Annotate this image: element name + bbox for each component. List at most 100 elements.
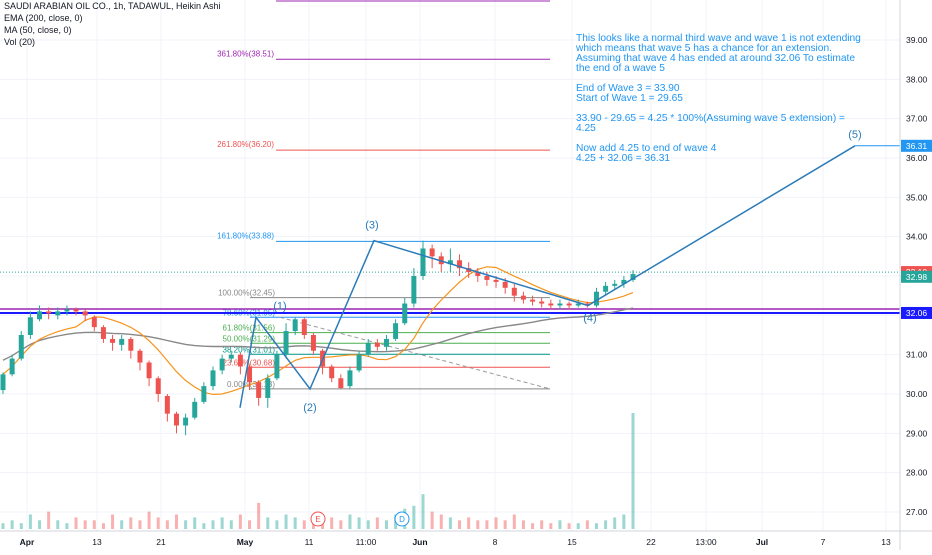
- candle-body: [256, 382, 262, 398]
- volume-bar: [512, 514, 516, 529]
- volume-bar: [275, 520, 279, 529]
- candle-body: [137, 350, 143, 363]
- volume-bar: [357, 517, 361, 529]
- volume-bar: [412, 505, 416, 529]
- volume-bar: [384, 520, 388, 529]
- volume-bar: [229, 520, 233, 529]
- volume-bar: [74, 517, 78, 529]
- volume-bar: [366, 520, 370, 529]
- candle-body: [402, 303, 408, 324]
- volume-bar: [156, 517, 160, 529]
- price-label-text: 36.31: [906, 141, 928, 151]
- candle-body: [338, 378, 344, 389]
- x-tick-label: Jun: [412, 537, 427, 547]
- volume-bar: [585, 520, 589, 529]
- volume-bar: [65, 523, 69, 529]
- note-line: 4.25 + 32.06 = 36.31: [576, 153, 671, 164]
- volume-bar: [421, 494, 425, 529]
- volume-bar: [165, 520, 169, 529]
- candle-body: [575, 303, 581, 306]
- volume-bar: [348, 514, 352, 529]
- volume-bar: [174, 514, 178, 529]
- price-label-text: 32.98: [906, 272, 928, 282]
- volume-bar: [604, 520, 608, 529]
- volume-bar: [83, 520, 87, 529]
- volume-bar: [448, 517, 452, 529]
- ema-200-line: [2, 307, 634, 361]
- volume-bar: [494, 517, 498, 529]
- candle-body: [46, 311, 52, 314]
- volume-bar: [613, 517, 617, 529]
- candle-body: [411, 276, 417, 304]
- candle-body: [502, 281, 508, 288]
- candle-body: [621, 279, 627, 284]
- volume-bar: [129, 517, 133, 529]
- candle-body: [164, 395, 170, 414]
- volume-bar: [430, 511, 434, 529]
- candle-body: [557, 303, 563, 306]
- candle-body: [237, 354, 243, 367]
- price-label-box: [901, 270, 932, 283]
- volume-bar: [375, 517, 379, 529]
- note-line: This looks like a normal third wave and …: [576, 33, 861, 44]
- candle-body: [18, 335, 24, 359]
- volume-bar: [28, 514, 32, 529]
- volume-bar: [622, 514, 626, 529]
- elliott-wave-lines: (1) (2) (3) (4) (5): [239, 129, 900, 414]
- volume-bar: [540, 520, 544, 529]
- x-tick-label: 11:00: [356, 537, 377, 547]
- volume-bar: [19, 523, 23, 529]
- candle-body: [310, 335, 316, 351]
- volume-bar: [594, 523, 598, 529]
- ema-line: [2, 307, 634, 361]
- candle-body: [247, 366, 253, 383]
- candle-body: [493, 279, 499, 282]
- volume-bar: [47, 511, 51, 529]
- candle-body: [356, 354, 362, 371]
- volume-bar: [311, 523, 315, 529]
- volume-bar: [330, 517, 334, 529]
- volume-bar: [56, 520, 60, 529]
- candle-body: [283, 331, 289, 355]
- candle-body: [55, 311, 61, 316]
- legend-title[interactable]: SAUDI ARABIAN OIL CO., 1h, TADAWUL, Heik…: [4, 1, 221, 11]
- fib-level-label: 50.00%(31.29): [223, 334, 276, 343]
- candle-body: [466, 268, 472, 273]
- candle-body: [9, 358, 15, 375]
- event-marker-label: E: [315, 515, 320, 524]
- candle-body: [201, 386, 207, 402]
- legend-vol[interactable]: Vol (20): [4, 37, 36, 47]
- note-line: which means that wave 5 has a chance for…: [576, 43, 832, 54]
- wave-label: (5): [848, 129, 861, 141]
- legend-ema[interactable]: EMA (200, close, 0): [4, 13, 83, 23]
- candle-body: [365, 342, 371, 355]
- fib-level-label: 161.80%(33.88): [217, 231, 274, 240]
- y-tick-label: 27.00: [906, 507, 928, 517]
- fib-level-label: 23.60%(30.68): [223, 358, 276, 367]
- volume-bar: [558, 520, 562, 529]
- fib-level-label: 261.80%(36.20): [217, 140, 274, 149]
- wave-label: (2): [303, 402, 316, 414]
- x-tick-label: 22: [646, 537, 656, 547]
- volume-bar: [38, 520, 42, 529]
- candle-body: [91, 317, 97, 328]
- volume-bar: [211, 520, 215, 529]
- volume-bar: [147, 511, 151, 529]
- legend-ma[interactable]: MA (50, close, 0): [4, 25, 72, 35]
- ma-50-line: [2, 266, 634, 396]
- fibonacci-levels: 361.80%(38.51) 261.80%(36.20) 161.80%(33.8…: [217, 0, 551, 390]
- x-tick-label: 7: [821, 537, 826, 547]
- candle-body: [612, 283, 618, 286]
- volume-bar: [248, 520, 252, 529]
- y-tick-label: 28.00: [906, 468, 928, 478]
- candle-body: [530, 299, 536, 302]
- candle-body: [82, 311, 88, 316]
- candle-body: [593, 291, 599, 306]
- volume-bar: [293, 517, 297, 529]
- x-tick-label: Jul: [756, 537, 768, 547]
- candle-body: [301, 319, 307, 335]
- candle-body: [347, 370, 353, 387]
